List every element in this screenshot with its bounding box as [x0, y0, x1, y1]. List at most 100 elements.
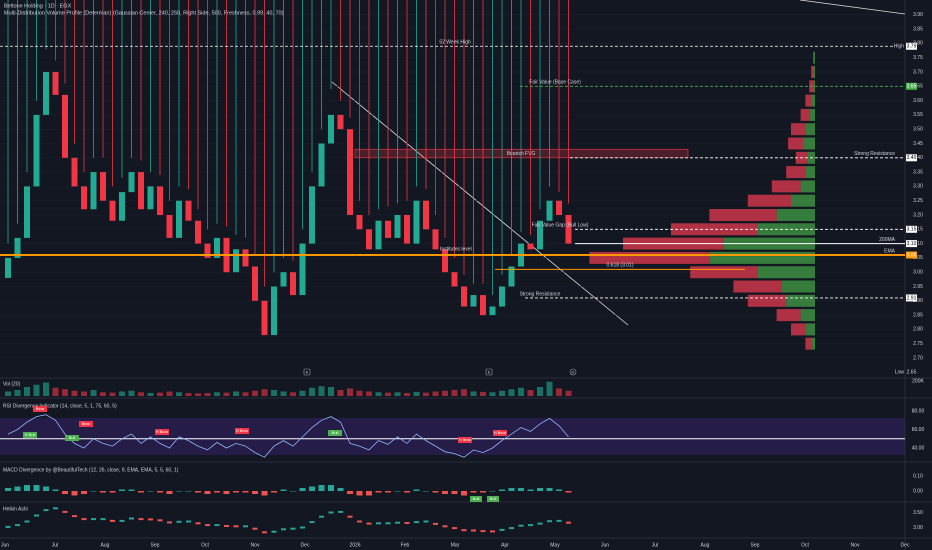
macd-bar	[470, 491, 477, 493]
signal-box	[155, 429, 169, 435]
macd-bar	[176, 491, 182, 492]
volume-bar	[128, 390, 135, 396]
volume-bar	[280, 391, 287, 396]
candle-body	[366, 229, 372, 250]
ha-mark	[300, 526, 305, 529]
volume-bar	[138, 392, 144, 396]
profile-bar	[800, 108, 810, 121]
rsi-band	[0, 418, 905, 455]
volume-bar	[337, 390, 344, 396]
signal-label: Bull	[490, 496, 497, 501]
x-tick-label: Aug	[101, 542, 110, 548]
volume-bar	[328, 387, 334, 396]
macd-bar	[24, 485, 30, 491]
candle-body	[204, 243, 211, 258]
volume-bar	[52, 387, 59, 396]
macd-bar	[71, 491, 78, 496]
volume-bar	[43, 382, 49, 396]
level-label: EMA	[884, 248, 896, 254]
signal-box	[493, 430, 507, 436]
candle-body	[480, 295, 486, 316]
macd-bar	[147, 491, 154, 492]
x-tick-label: Feb	[401, 542, 410, 548]
macd-bar	[119, 489, 125, 491]
price-tag-label: 3.06	[907, 252, 917, 258]
profile-bar	[747, 294, 787, 307]
volume-bar	[470, 391, 477, 396]
macd-bar	[271, 491, 277, 493]
profile-bar	[786, 294, 815, 307]
ha-mark	[5, 525, 11, 528]
macd-bar	[233, 491, 239, 493]
macd-bar	[366, 491, 372, 496]
y-tick-label: 80.00	[912, 408, 925, 414]
x-tick-label: Apr	[501, 542, 509, 548]
y-tick-label: 3.50	[913, 127, 923, 133]
ha-mark	[319, 515, 324, 518]
candle-body	[537, 220, 543, 250]
signal-label: Bear	[36, 406, 45, 411]
profile-bar	[671, 223, 758, 236]
macd-bar	[157, 491, 163, 493]
y-tick-label: 3.25	[913, 198, 923, 204]
volume-bar	[299, 390, 306, 396]
candle-body	[242, 249, 249, 267]
macd-bar	[432, 491, 439, 493]
macd-bar	[81, 491, 87, 494]
y-tick-label: 3.60	[913, 98, 923, 104]
x-tick-label: Dec	[301, 542, 310, 548]
volume-bar	[166, 391, 173, 396]
ha-mark	[471, 529, 476, 532]
signal-box	[23, 432, 37, 438]
y-tick-label: 3.90	[913, 12, 923, 18]
ha-mark	[252, 527, 258, 530]
ha-mark	[24, 520, 30, 523]
macd-bar	[385, 491, 391, 493]
volume-bar	[5, 391, 11, 396]
x-tick-label: Oct	[801, 542, 809, 548]
event-marker-label: D	[572, 369, 575, 374]
x-tick-label: Jun	[601, 542, 609, 548]
profile-bar	[805, 123, 815, 136]
ha-mark	[404, 522, 410, 524]
macd-bar	[52, 489, 59, 491]
candle-body	[299, 243, 306, 296]
ha-mark	[290, 527, 296, 530]
volume-bar	[290, 392, 296, 396]
low-tag-value: 2.65	[907, 370, 917, 376]
candle-body	[328, 114, 334, 144]
ha-mark	[262, 531, 267, 534]
y-tick-label: 2.70	[913, 355, 923, 361]
macd-bar	[318, 485, 325, 491]
y-tick-label: 0.00	[913, 488, 923, 494]
profile-bar	[757, 266, 815, 279]
volume-bar	[309, 387, 315, 396]
price-tag-label: 2.91	[907, 295, 917, 301]
y-tick-label: 2.80	[913, 327, 923, 333]
candle-body	[43, 72, 49, 115]
ha-mark	[243, 525, 248, 528]
y-tick-label: 3.00	[913, 525, 923, 531]
y-tick-label: 2.85	[913, 312, 923, 318]
rsi-line	[7, 414, 569, 458]
price-tag	[906, 225, 917, 233]
candle-body	[442, 249, 448, 273]
y-tick-label: 3.35	[913, 169, 923, 175]
event-marker-label: E	[488, 369, 491, 374]
profile-bar	[809, 108, 815, 121]
ha-mark	[129, 517, 134, 520]
candle-body	[128, 172, 135, 193]
y-tick-label: 3.00	[913, 270, 923, 276]
ha-mark	[186, 520, 191, 523]
ha-mark	[195, 522, 201, 525]
macd-bar	[62, 491, 68, 494]
ha-mark	[233, 525, 239, 528]
low-tag-label: Low	[895, 370, 905, 376]
signal-label: Bull	[332, 430, 339, 435]
price-tag-label: 3.65	[907, 84, 917, 90]
volume-bar	[404, 393, 410, 396]
x-tick-label: Jun	[1, 542, 9, 548]
ha-mark	[385, 522, 391, 525]
macd-bar	[518, 488, 524, 491]
